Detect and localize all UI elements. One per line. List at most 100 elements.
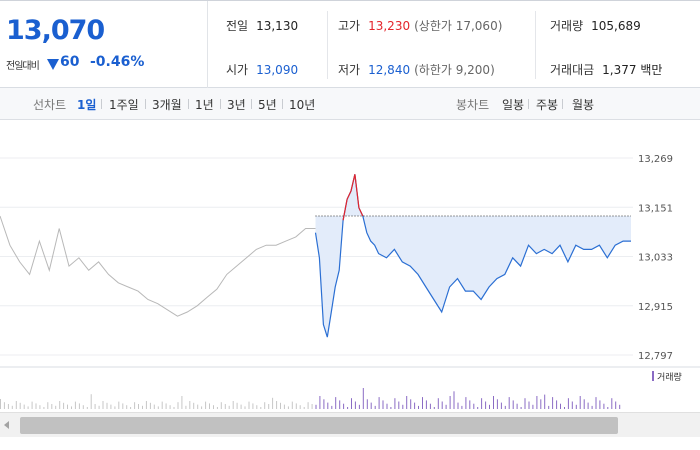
current-price: 13,070 (6, 15, 105, 46)
period-1d-tab[interactable]: 1일 (77, 98, 97, 112)
change-value: 60 (60, 54, 80, 70)
volume-bar (19, 402, 21, 409)
volume-bar (220, 402, 222, 409)
volume-bar (157, 406, 159, 409)
period-10y-tab[interactable]: 10년 (289, 98, 316, 112)
y-tick-label: 13,033 (638, 253, 673, 264)
volume-bar (370, 402, 372, 409)
volume-bar (556, 400, 558, 409)
divider (251, 99, 252, 109)
volume-bar (201, 406, 203, 409)
volume-bar (358, 404, 360, 409)
volume-bar (264, 402, 266, 409)
volume-bar (425, 400, 427, 409)
volume-bar (149, 402, 151, 409)
volume-bar (228, 405, 230, 409)
volume-bar (197, 404, 199, 409)
candle-weekly-tab[interactable]: 주봉 (536, 98, 559, 112)
volume-bar (295, 403, 297, 409)
volume-bar (481, 398, 483, 409)
volume-bar (82, 405, 84, 409)
volume-bar (78, 403, 80, 409)
volume-bar (532, 404, 534, 409)
volume-bar (94, 404, 96, 409)
volume-bar (169, 405, 171, 409)
scroll-left-arrow-icon[interactable] (4, 421, 9, 429)
divider (220, 99, 221, 109)
price-box: 13,070 전일대비 60 -0.46% (0, 1, 208, 88)
volume-bar (126, 405, 128, 409)
chart-scrollbar[interactable] (0, 412, 700, 437)
volume-bar (382, 400, 384, 409)
volume-bar (130, 407, 132, 409)
period-5y-tab[interactable]: 5년 (258, 98, 277, 112)
volume-bar (374, 405, 376, 409)
volume-bar (354, 401, 356, 409)
volume-bar (516, 403, 518, 409)
down-triangle-icon (47, 59, 59, 70)
volume-bar (315, 404, 317, 409)
volume-bar (599, 400, 601, 409)
volume-bar (303, 407, 305, 409)
volume-bar (260, 407, 262, 409)
volume-bar (276, 401, 278, 409)
volume-bar (134, 402, 136, 409)
volume-bar (39, 405, 41, 409)
volume-bar (55, 405, 57, 409)
volume-bar (335, 397, 337, 409)
volume-bar (0, 399, 1, 409)
volume-bar (544, 394, 546, 409)
volume-bar (461, 405, 463, 409)
volume-bar (508, 397, 510, 409)
volume-bar (607, 407, 609, 409)
period-3y-tab[interactable]: 3년 (227, 98, 246, 112)
y-tick-label: 13,151 (638, 203, 673, 214)
volume-bar (86, 407, 88, 409)
volume-bar (67, 404, 68, 409)
volume-bar (473, 403, 475, 409)
volume-bar (603, 403, 605, 409)
candle-daily-tab[interactable]: 일봉 (502, 98, 525, 112)
volume-bar (268, 404, 270, 409)
period-3m-tab[interactable]: 3개월 (152, 98, 182, 112)
y-tick-label: 13,269 (638, 154, 673, 165)
volume-bar (98, 405, 100, 409)
volume-bar (142, 405, 143, 409)
chart-grid (0, 157, 633, 356)
volume-bar (287, 406, 289, 409)
volume-bar (362, 388, 364, 409)
line-chart-label: 선차트 (33, 98, 67, 112)
volume-bar (256, 405, 258, 409)
period-1w-tab[interactable]: 1주일 (109, 98, 139, 112)
volume-bar (31, 401, 33, 409)
volume-bar (390, 407, 392, 409)
volume-legend-swatch (652, 371, 654, 381)
volume-bar (213, 405, 214, 409)
divider (282, 99, 283, 109)
quote-header: 13,070 전일대비 60 -0.46% 전일 13,130 고가 13,230(… (0, 0, 700, 88)
volume-bar (611, 398, 613, 409)
volume-bar (489, 404, 490, 409)
volume-bar (224, 404, 226, 409)
volume-bar (331, 405, 333, 409)
volume-bar (579, 396, 581, 409)
volume-bar (165, 403, 167, 409)
period-1y-tab[interactable]: 1년 (195, 98, 214, 112)
volume-bar (418, 405, 419, 409)
volume-bar (453, 391, 455, 409)
volume-bar (343, 403, 345, 409)
scrollbar-thumb[interactable] (20, 417, 618, 434)
volume-bar (232, 401, 234, 409)
volume-bar (552, 397, 554, 409)
volume-bar (469, 400, 471, 409)
volume-bar (118, 401, 120, 409)
volume-bar (205, 401, 207, 409)
y-axis: 13,269 13,151 13,033 12,915 12,797 (638, 154, 673, 362)
candle-monthly-tab[interactable]: 월봉 (572, 98, 595, 112)
volume-bar (520, 407, 522, 409)
volume-bar (437, 398, 439, 409)
volume-bar (15, 401, 17, 409)
volume-bar (193, 402, 195, 409)
volume-bar (457, 402, 459, 409)
stat-high: 고가 13,230 (상한가 17,060) (338, 19, 503, 33)
